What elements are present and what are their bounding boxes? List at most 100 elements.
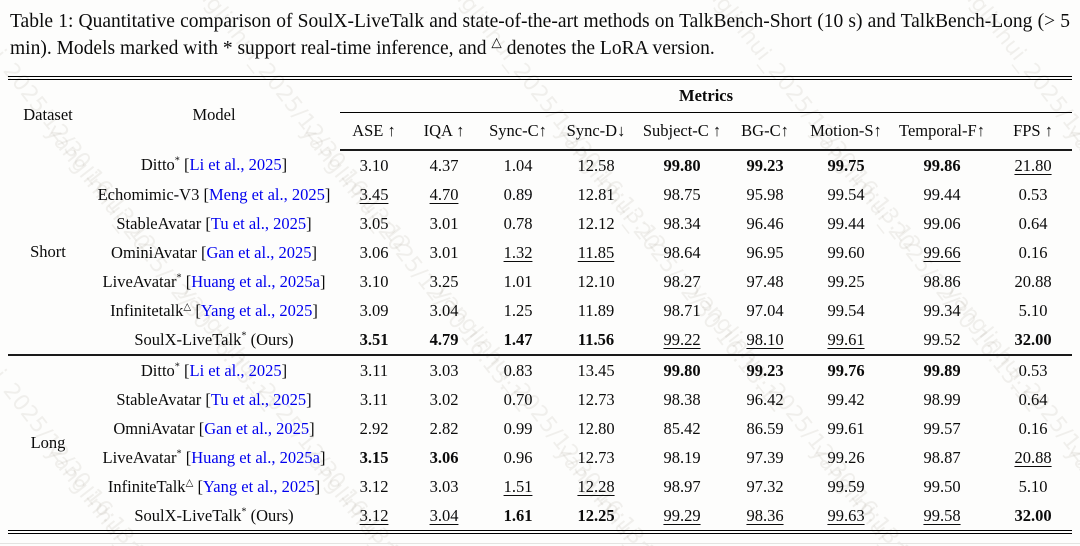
metric-cell: 85.42	[636, 414, 728, 443]
metric-value: 20.88	[1014, 447, 1052, 467]
metric-value: 3.06	[359, 242, 389, 262]
citation-link[interactable]: Gan et al., 2025	[206, 242, 312, 262]
metric-cell: 97.48	[728, 267, 802, 296]
table-row: LiveAvatar* [Huang et al., 2025a] 3.10 3.2…	[8, 267, 1072, 296]
metric-cell: 0.64	[994, 209, 1072, 238]
metric-value: 98.27	[663, 271, 701, 291]
column-header-bg-c: BG-C↑	[728, 112, 802, 151]
metric-value: 1.61	[503, 505, 533, 525]
citation-link[interactable]: Huang et al., 2025a	[191, 447, 320, 467]
metric-cell: 4.79	[408, 325, 480, 355]
metric-cell: 97.32	[728, 472, 802, 501]
column-header-iqa: IQA ↑	[408, 112, 480, 151]
citation-link[interactable]: Yang et al., 2025	[203, 476, 315, 496]
metric-value: 86.59	[746, 418, 784, 438]
metric-value: 3.02	[429, 389, 459, 409]
metric-value: 96.42	[746, 389, 784, 409]
citation-link[interactable]: Li et al., 2025	[189, 360, 282, 380]
model-cell: SoulX-LiveTalk* (Ours)	[88, 325, 340, 355]
citation-link[interactable]: Tu et al., 2025	[210, 213, 307, 233]
table-row: SoulX-LiveTalk* (Ours) 3.12 3.04 1.61 12.25 9…	[8, 501, 1072, 532]
metric-value: 3.03	[429, 476, 459, 496]
model-name: StableAvatar	[116, 213, 202, 233]
metric-cell: 3.02	[408, 385, 480, 414]
metric-cell: 3.25	[408, 267, 480, 296]
citation-link[interactable]: Gan et al., 2025	[204, 418, 310, 438]
metric-cell: 99.42	[802, 385, 890, 414]
metric-cell: 3.12	[340, 501, 408, 532]
metric-value: 0.64	[1018, 213, 1048, 233]
metric-value: 99.57	[923, 418, 961, 438]
metric-cell: 99.06	[890, 209, 994, 238]
model-name: SoulX-LiveTalk	[134, 329, 242, 349]
citation-link[interactable]: Li et al., 2025	[189, 155, 282, 174]
citation-link[interactable]: Meng et al., 2025	[208, 184, 325, 204]
metric-value: 98.38	[663, 389, 701, 409]
metric-cell: 3.01	[408, 238, 480, 267]
metric-value: 99.42	[827, 389, 865, 409]
metric-value: 0.16	[1018, 242, 1048, 262]
table-row: LiveAvatar* [Huang et al., 2025a] 3.15 3.0…	[8, 443, 1072, 472]
model-cell: Ditto* [Li et al., 2025]	[140, 155, 288, 174]
metric-value: 98.36	[746, 505, 784, 525]
metric-cell: 11.56	[556, 325, 636, 355]
model-cell: Infinitetalk△ [Yang et al., 2025]	[110, 300, 318, 320]
metric-value: 97.32	[746, 476, 784, 496]
metric-cell: 20.88	[994, 443, 1072, 472]
metric-value: 12.81	[577, 184, 615, 204]
metric-cell: 1.01	[480, 267, 556, 296]
citation-link[interactable]: Huang et al., 2025a	[191, 271, 320, 291]
column-header-model: Model	[192, 105, 236, 124]
metric-cell: 1.47	[480, 325, 556, 355]
metric-value: 99.60	[827, 242, 865, 262]
table-row: Long Ditto* [Li et al., 2025] 3.11 3.03 0.83…	[8, 354, 1073, 532]
metric-value: 99.63	[827, 505, 865, 525]
column-header-ase: ASE ↑	[340, 112, 408, 151]
table-row: StableAvatar [Tu et al., 2025] 3.05 3.01 0.…	[8, 209, 1072, 238]
model-cell: LiveAvatar* [Huang et al., 2025a]	[102, 447, 326, 467]
model-name: Ditto	[140, 155, 175, 174]
metric-value: 99.52	[923, 329, 961, 349]
metric-cell: 3.11	[340, 385, 408, 414]
metric-value: 12.73	[577, 389, 615, 409]
metric-cell: 99.80	[636, 354, 728, 385]
metric-value: 99.29	[663, 505, 701, 525]
model-superscript-mark: △	[185, 477, 194, 488]
table-row: SoulX-LiveTalk* (Ours) 3.51 4.79 1.47 11.56 9…	[8, 325, 1072, 355]
metric-value: 3.15	[359, 447, 389, 467]
metric-value: 4.79	[429, 329, 459, 349]
model-name: Echomimic-V3	[97, 184, 200, 204]
model-cell: StableAvatar [Tu et al., 2025]	[116, 389, 312, 409]
citation-link[interactable]: Yang et al., 2025	[200, 300, 313, 320]
citation-link[interactable]: Tu et al., 2025	[210, 389, 307, 409]
metric-value: 99.34	[923, 300, 961, 320]
model-superscript-mark: *	[241, 506, 247, 517]
metric-cell: 4.70	[408, 180, 480, 209]
metric-cell: 3.04	[408, 501, 480, 532]
table-row: StableAvatar [Tu et al., 2025] 3.11 3.02 0.…	[8, 385, 1072, 414]
metric-value: 98.86	[923, 271, 961, 291]
metric-cell: 0.53	[994, 354, 1073, 385]
metric-value: 1.32	[503, 242, 533, 262]
metric-cell: 0.89	[480, 180, 556, 209]
metric-cell: 98.36	[728, 501, 802, 532]
metric-value: 0.64	[1018, 389, 1048, 409]
metric-value: 20.88	[1014, 271, 1052, 291]
metric-value: 3.01	[429, 242, 459, 262]
metric-cell: 21.80	[994, 150, 1072, 180]
model-superscript-mark: *	[241, 330, 247, 341]
metric-cell: 99.52	[890, 325, 994, 355]
metric-cell: 5.10	[994, 472, 1072, 501]
metric-cell: 96.42	[728, 385, 802, 414]
metric-value: 99.61	[827, 329, 865, 349]
metric-cell: 98.71	[636, 296, 728, 325]
metric-value: 98.71	[663, 300, 701, 320]
metric-value: 99.44	[923, 184, 961, 204]
metric-value: 4.37	[429, 155, 459, 175]
metric-value: 21.80	[1014, 155, 1052, 175]
metric-value: 99.61	[827, 418, 865, 438]
metric-value: 0.16	[1018, 418, 1048, 438]
metric-value: 1.01	[503, 271, 533, 291]
metric-cell: 11.85	[556, 238, 636, 267]
metric-cell: 98.75	[636, 180, 728, 209]
